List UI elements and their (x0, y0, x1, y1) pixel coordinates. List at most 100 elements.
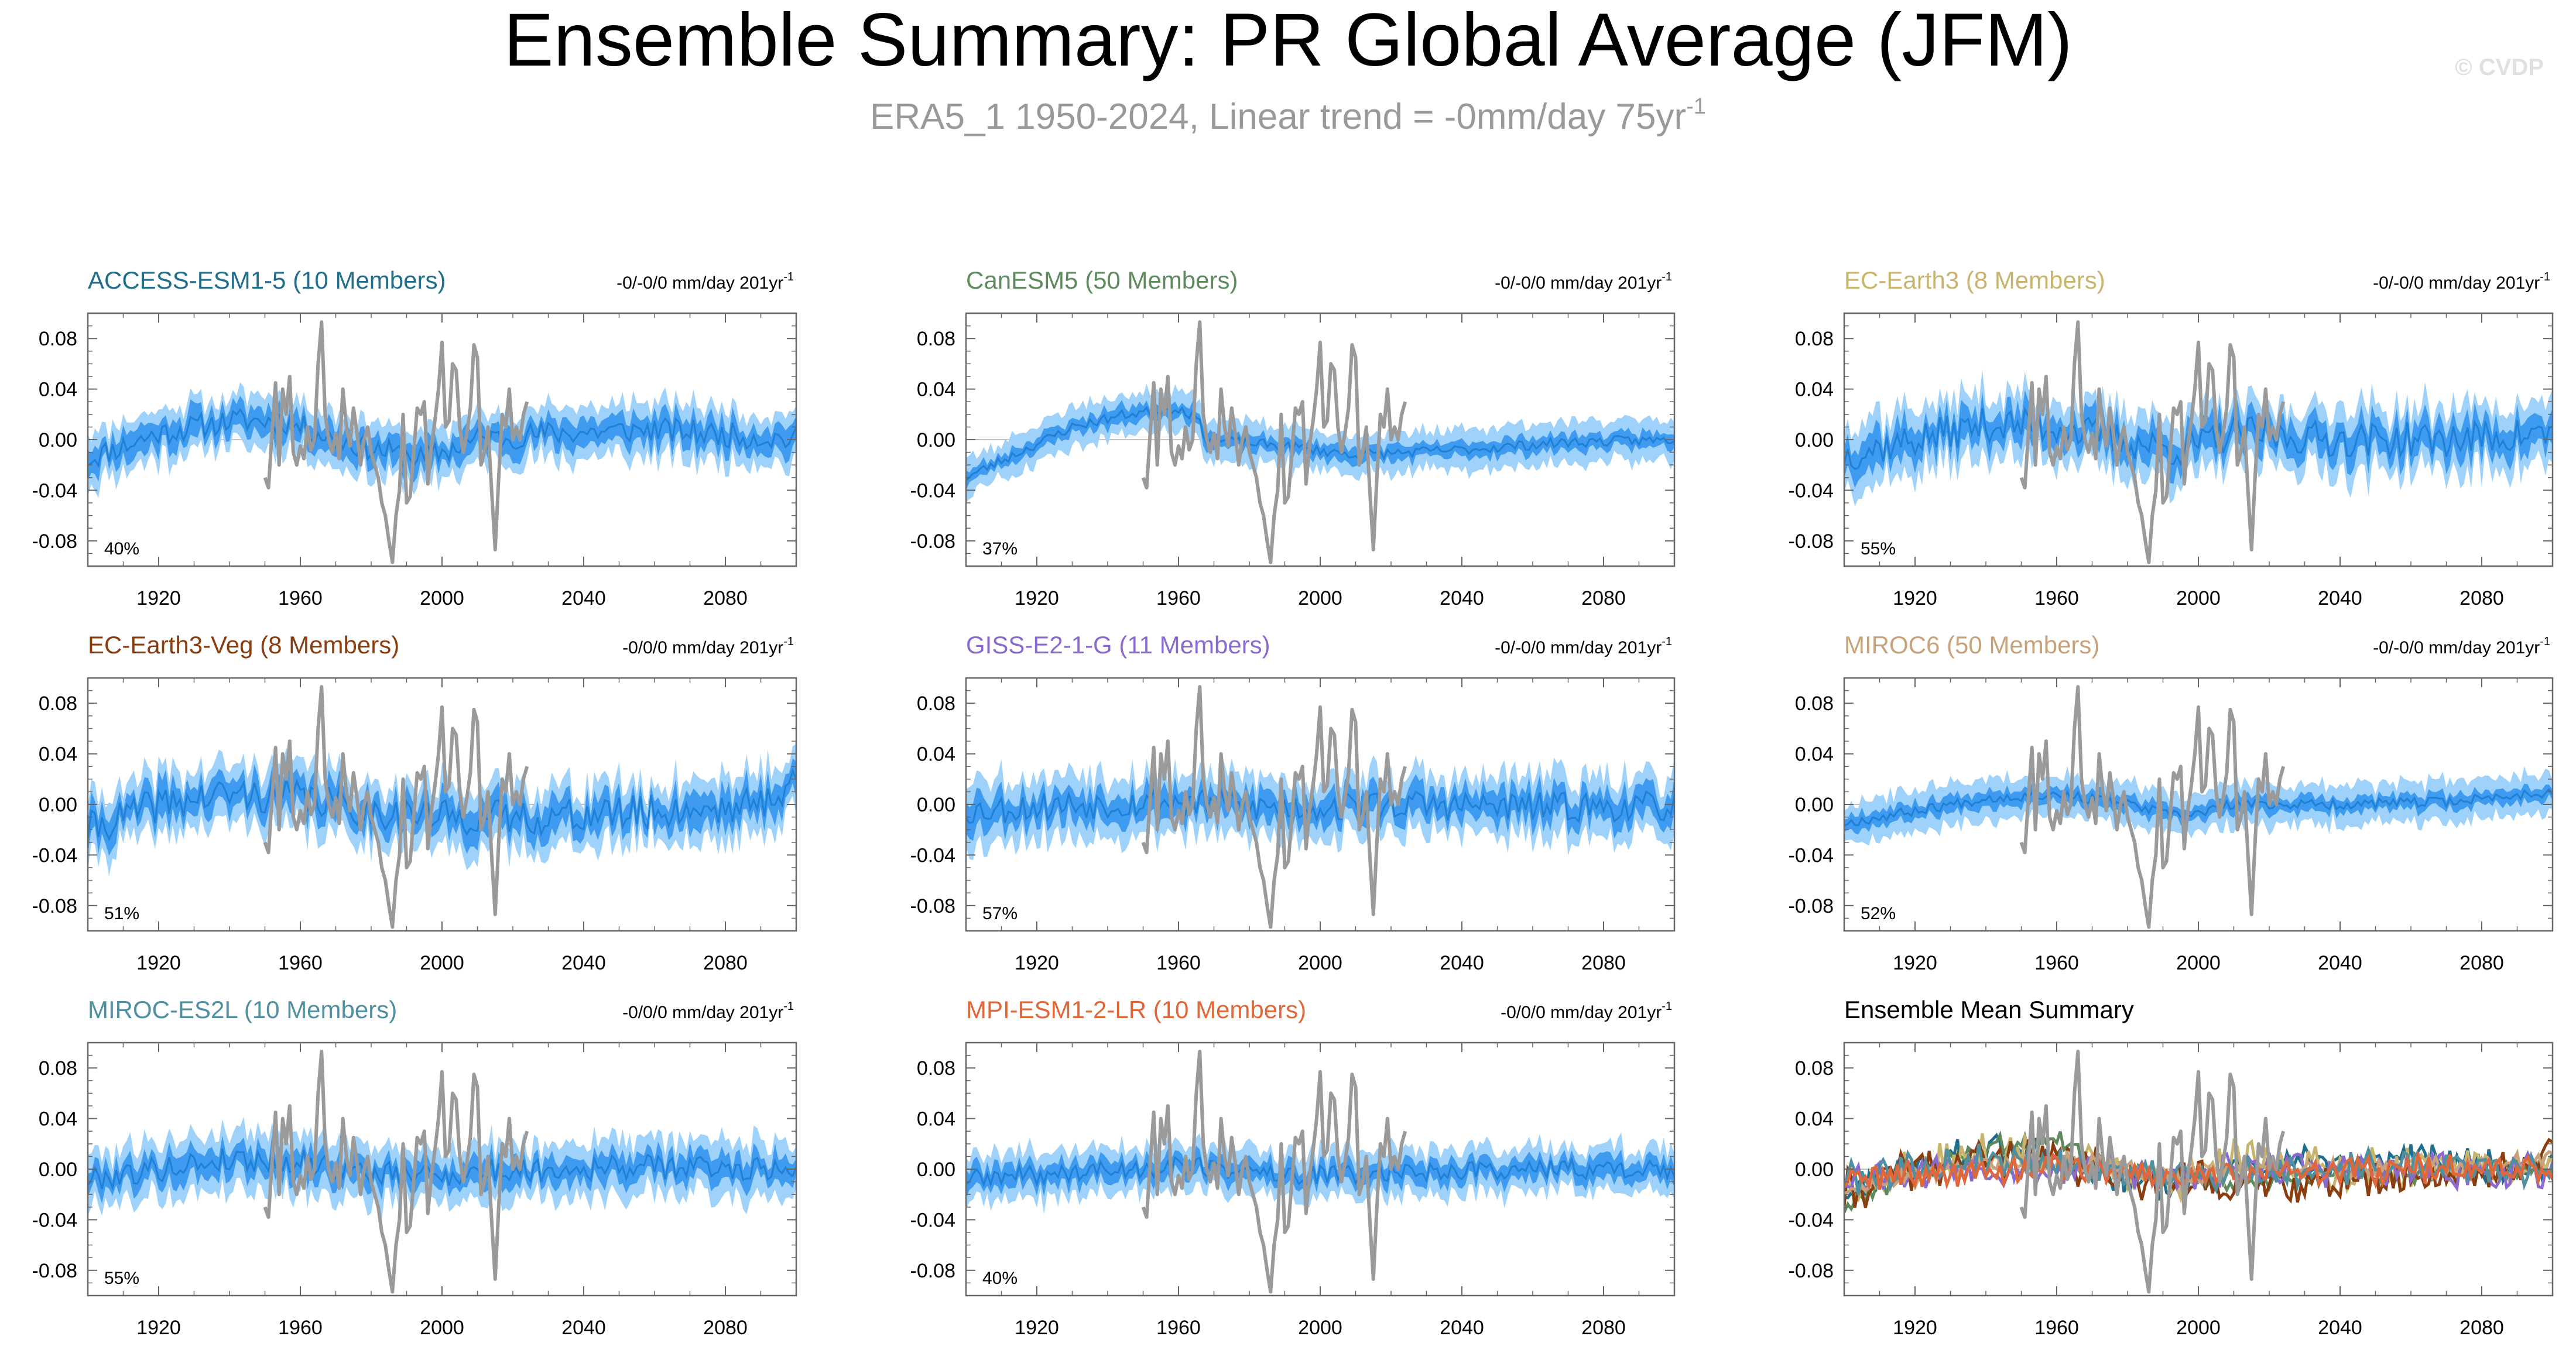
y-tick-label: 0.00 (39, 794, 77, 816)
panel-title: GISS-E2-1-G (11 Members) (966, 631, 1270, 659)
observations-line (1141, 320, 1407, 564)
ensemble-interquartile-band (88, 396, 796, 483)
x-tick-label: 2040 (561, 587, 606, 609)
trend-superscript: -1 (1662, 1000, 1672, 1013)
trend-superscript: -1 (2540, 270, 2550, 283)
x-tick-label: 1960 (278, 1317, 323, 1339)
y-tick-label: 0.00 (1795, 1159, 1834, 1181)
y-tick-label: 0.08 (1795, 328, 1834, 350)
model-mean-series (1844, 1149, 2553, 1191)
x-tick-label: 2040 (1440, 1317, 1484, 1339)
y-tick-label: -0.04 (32, 479, 78, 502)
x-tick-label: 2000 (2176, 1317, 2221, 1339)
y-tick-label: -0.08 (910, 530, 956, 553)
trend-superscript: -1 (2540, 635, 2550, 648)
x-tick-label: 2080 (2459, 587, 2504, 609)
y-tick-label: 0.00 (917, 429, 955, 451)
chart-panel: Ensemble Mean Summary 0.08 0.04 0.00 -0.04 -0… (1789, 996, 2554, 1339)
y-tick-label: 0.04 (1795, 1108, 1834, 1131)
ensemble-mean-line (1844, 406, 2553, 470)
trend-text: -0/-0/0 mm/day 201yr (1495, 638, 1662, 657)
chart-panel: ACCESS-ESM1-5 (10 Members) -0/-0/0 mm/day… (32, 266, 797, 609)
x-tick-label: 2040 (2318, 587, 2362, 609)
x-tick-label: 2080 (703, 1317, 748, 1339)
panel-trend-label: -0/0/0 mm/day 201yr-1 (622, 1000, 794, 1022)
y-tick-label: -0.08 (910, 895, 956, 917)
trend-text: -0/0/0 mm/day 201yr (622, 638, 783, 657)
panel-title: MIROC6 (50 Members) (1844, 631, 2099, 659)
ensemble-mean-line (88, 768, 796, 842)
x-tick-label: 2040 (2318, 1317, 2362, 1339)
y-tick-label: -0.08 (1789, 530, 1834, 553)
x-tick-label: 1960 (1156, 952, 1201, 974)
y-tick-label: 0.08 (917, 1057, 955, 1080)
panel-trend-label: -0/-0/0 mm/day 201yr-1 (2373, 635, 2550, 657)
plot-area (966, 1050, 1674, 1294)
x-tick-label: 1960 (2034, 1317, 2079, 1339)
observations-line (2019, 320, 2286, 564)
y-tick-label: 0.04 (39, 744, 77, 766)
y-tick-label: 0.04 (917, 744, 955, 766)
subtitle-superscript: -1 (1686, 94, 1706, 119)
y-tick-label: 0.00 (917, 1159, 955, 1181)
y-tick-label: 0.00 (1795, 429, 1834, 451)
observations-line (1141, 685, 1407, 929)
percent-label: 55% (104, 1269, 139, 1288)
chart-panel: EC-Earth3 (8 Members) -0/-0/0 mm/day 201y… (1789, 266, 2554, 609)
x-tick-label: 2040 (1440, 952, 1484, 974)
x-tick-label: 1960 (278, 587, 323, 609)
ensemble-interquartile-band (1844, 783, 2553, 835)
observations-line (1141, 1050, 1407, 1294)
x-tick-label: 2080 (703, 952, 748, 974)
x-tick-label: 2080 (1581, 587, 1626, 609)
x-tick-label: 2080 (703, 587, 748, 609)
chart-panel: MPI-ESM1-2-LR (10 Members) -0/0/0 mm/day … (910, 996, 1676, 1339)
y-tick-label: 0.04 (39, 1108, 77, 1131)
panel-trend-label: -0/0/0 mm/day 201yr-1 (1501, 1000, 1672, 1022)
chart-panel: EC-Earth3-Veg (8 Members) -0/0/0 mm/day 2… (32, 631, 797, 974)
y-tick-label: -0.04 (32, 844, 78, 866)
page-subtitle: ERA5_1 1950-2024, Linear trend = -0mm/da… (870, 94, 1706, 137)
x-tick-label: 2040 (561, 952, 606, 974)
y-tick-label: 0.04 (917, 379, 955, 401)
ensemble-interquartile-band (966, 772, 1674, 841)
plot-area (966, 320, 1674, 564)
x-tick-label: 2080 (1581, 952, 1626, 974)
percent-label: 55% (1861, 539, 1896, 559)
panel-title: MPI-ESM1-2-LR (10 Members) (966, 996, 1306, 1023)
x-tick-label: 2040 (561, 1317, 606, 1339)
y-tick-label: 0.00 (39, 1159, 77, 1181)
ensemble-interquartile-band (88, 1134, 796, 1204)
y-tick-label: -0.04 (910, 844, 956, 866)
plot-area (1844, 1050, 2553, 1294)
x-tick-label: 2000 (420, 952, 464, 974)
x-tick-label: 1920 (136, 1317, 181, 1339)
y-tick-label: -0.08 (32, 1260, 78, 1282)
ensemble-range-band (1844, 766, 2553, 846)
trend-superscript: -1 (783, 270, 794, 283)
observations-line (2019, 1050, 2286, 1294)
y-tick-label: 0.00 (39, 429, 77, 451)
trend-superscript: -1 (783, 1000, 794, 1013)
y-tick-label: -0.08 (1789, 1260, 1834, 1282)
x-tick-label: 2000 (1298, 1317, 1342, 1339)
x-tick-label: 1960 (1156, 1317, 1201, 1339)
ensemble-interquartile-band (1844, 390, 2553, 488)
x-tick-label: 2000 (1298, 587, 1342, 609)
plot-area (966, 685, 1674, 929)
x-tick-label: 2040 (1440, 587, 1484, 609)
y-tick-label: 0.00 (1795, 794, 1834, 816)
x-tick-label: 2080 (2459, 952, 2504, 974)
ensemble-mean-line (88, 1148, 796, 1191)
percent-label: 40% (982, 1269, 1018, 1288)
x-tick-label: 1920 (136, 587, 181, 609)
x-tick-label: 1920 (1893, 587, 1937, 609)
ensemble-range-band (88, 1116, 796, 1220)
y-tick-label: 0.04 (1795, 379, 1834, 401)
x-tick-label: 1960 (278, 952, 323, 974)
panel-trend-label: -0/0/0 mm/day 201yr-1 (622, 635, 794, 657)
panel-title: CanESM5 (50 Members) (966, 266, 1238, 294)
plot-area (88, 1050, 796, 1294)
y-tick-label: -0.08 (1789, 895, 1834, 917)
x-tick-label: 1920 (1015, 587, 1059, 609)
